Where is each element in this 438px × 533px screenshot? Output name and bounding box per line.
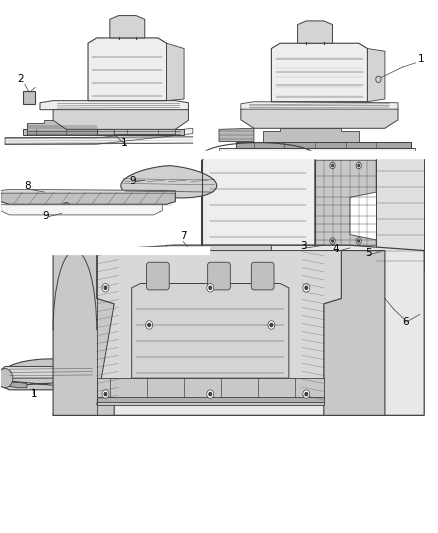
Circle shape xyxy=(209,392,212,395)
Polygon shape xyxy=(272,43,367,102)
Polygon shape xyxy=(5,382,27,387)
Circle shape xyxy=(209,286,212,289)
Text: 1: 1 xyxy=(121,139,127,148)
Circle shape xyxy=(356,163,361,168)
Text: 3: 3 xyxy=(300,241,307,251)
Circle shape xyxy=(146,321,152,329)
Polygon shape xyxy=(121,166,217,198)
FancyBboxPatch shape xyxy=(23,91,35,104)
Circle shape xyxy=(305,286,307,289)
Polygon shape xyxy=(324,251,385,415)
Polygon shape xyxy=(27,120,97,135)
Circle shape xyxy=(332,165,333,166)
Polygon shape xyxy=(241,107,398,128)
Polygon shape xyxy=(5,128,193,144)
Polygon shape xyxy=(241,102,398,109)
FancyBboxPatch shape xyxy=(147,262,169,290)
Circle shape xyxy=(64,206,68,210)
Polygon shape xyxy=(166,245,272,259)
Text: 9: 9 xyxy=(42,211,49,221)
Polygon shape xyxy=(297,21,332,43)
Polygon shape xyxy=(201,155,315,245)
Circle shape xyxy=(104,286,107,289)
Polygon shape xyxy=(40,101,188,110)
Polygon shape xyxy=(1,359,101,390)
Polygon shape xyxy=(97,397,324,402)
Circle shape xyxy=(358,240,360,242)
Polygon shape xyxy=(219,128,254,142)
Polygon shape xyxy=(88,38,166,101)
Text: 5: 5 xyxy=(365,248,372,258)
FancyBboxPatch shape xyxy=(208,262,230,290)
Circle shape xyxy=(358,165,360,166)
Circle shape xyxy=(0,368,13,387)
Text: 8: 8 xyxy=(25,181,32,191)
Text: 9: 9 xyxy=(130,176,136,186)
Circle shape xyxy=(303,390,310,398)
Circle shape xyxy=(303,284,310,292)
Text: 6: 6 xyxy=(403,317,409,327)
FancyBboxPatch shape xyxy=(251,262,274,290)
Circle shape xyxy=(305,392,307,395)
Polygon shape xyxy=(97,378,324,405)
Text: 7: 7 xyxy=(180,231,186,241)
Circle shape xyxy=(104,392,107,395)
Circle shape xyxy=(148,324,150,327)
Circle shape xyxy=(102,390,109,398)
Text: 2: 2 xyxy=(17,74,24,84)
Polygon shape xyxy=(315,160,376,245)
Polygon shape xyxy=(237,142,411,149)
Circle shape xyxy=(102,284,109,292)
Circle shape xyxy=(92,370,106,386)
Polygon shape xyxy=(1,204,162,215)
Circle shape xyxy=(268,321,275,329)
Polygon shape xyxy=(219,149,416,155)
Circle shape xyxy=(62,203,71,213)
Polygon shape xyxy=(53,245,424,415)
Polygon shape xyxy=(1,189,175,193)
Circle shape xyxy=(330,238,335,244)
Polygon shape xyxy=(263,128,359,142)
Polygon shape xyxy=(376,155,424,272)
Circle shape xyxy=(332,240,333,242)
Circle shape xyxy=(207,284,214,292)
Text: 1: 1 xyxy=(30,389,37,399)
Text: 4: 4 xyxy=(332,244,339,254)
Polygon shape xyxy=(1,367,101,378)
Polygon shape xyxy=(166,43,184,101)
Polygon shape xyxy=(53,251,114,415)
Circle shape xyxy=(207,390,214,398)
Polygon shape xyxy=(114,120,175,135)
Circle shape xyxy=(356,238,361,244)
Polygon shape xyxy=(22,130,184,135)
Polygon shape xyxy=(53,107,188,130)
Polygon shape xyxy=(367,49,385,102)
Polygon shape xyxy=(110,15,145,38)
Circle shape xyxy=(330,163,335,168)
Circle shape xyxy=(270,324,273,327)
Polygon shape xyxy=(1,190,175,204)
Text: 1: 1 xyxy=(418,54,424,64)
Polygon shape xyxy=(97,251,341,405)
Polygon shape xyxy=(132,284,289,378)
